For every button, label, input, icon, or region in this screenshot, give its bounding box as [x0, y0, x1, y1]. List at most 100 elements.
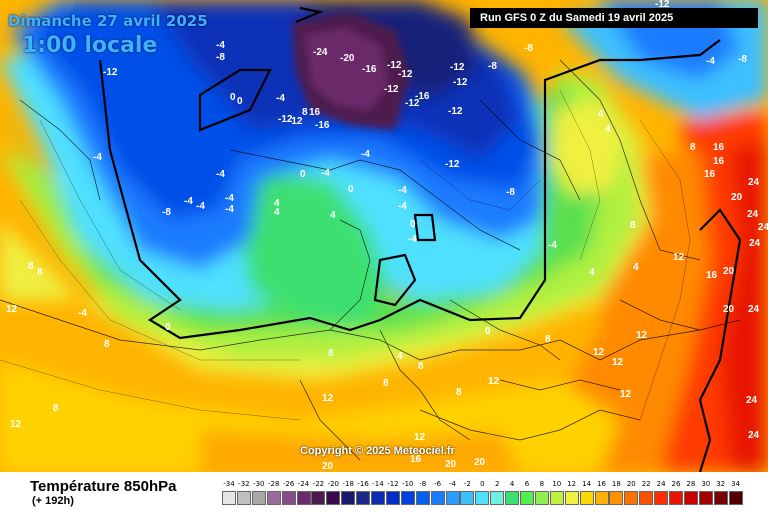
legend-swatch [296, 491, 311, 505]
legend-label: 2 [494, 480, 500, 488]
legend-swatch [490, 491, 505, 505]
map-value-label: -4 [706, 56, 715, 67]
legend-swatch [698, 491, 713, 505]
map-value-label: 12 [414, 432, 426, 443]
legend-swatch [609, 491, 624, 505]
map-value-label: 4 [397, 351, 403, 362]
map-value-label: -12 [387, 60, 402, 71]
legend-label: -28 [267, 480, 280, 488]
legend-swatch [713, 491, 728, 505]
legend-label: -16 [357, 480, 369, 488]
map-value-label: -4 [398, 185, 407, 196]
legend-swatch [624, 491, 639, 505]
map-value-label: 24 [748, 304, 760, 315]
map-value-label: -4 [408, 234, 417, 245]
legend-swatch [222, 491, 236, 505]
map-value-label: 16 [713, 156, 725, 167]
map-value-label: 20 [474, 457, 486, 468]
map-value-label: -12 [278, 114, 293, 125]
map-value-label: 8 [456, 387, 462, 398]
map-value-label: 12 [10, 419, 22, 430]
map-value-label: -4 [276, 93, 285, 104]
legend-label: -32 [238, 480, 250, 488]
map-value-label: 20 [723, 266, 735, 277]
legend-swatch [460, 491, 475, 505]
map-value-label: 12 [488, 376, 500, 387]
map-value-label: 0 [300, 169, 306, 180]
map-value-label: -4 [216, 169, 225, 180]
legend-swatch [549, 491, 564, 505]
legend-swatch [520, 491, 534, 505]
legend-swatch [430, 491, 445, 505]
map-value-label: 4 [274, 198, 280, 209]
coastlines [0, 59, 741, 461]
map-value-label: -16 [362, 64, 377, 75]
legend-swatch [654, 491, 669, 505]
map-value-label: -12 [453, 77, 468, 88]
legend-swatch [683, 491, 698, 505]
map-value-label: 20 [723, 304, 735, 315]
legend-swatch [564, 491, 579, 505]
legend-swatch [266, 491, 281, 505]
legend-swatch [400, 491, 415, 505]
map-value-label: -4 [225, 193, 234, 204]
legend-swatch [505, 491, 520, 505]
map-value-label: 8 [37, 267, 43, 278]
map-value-label: 8 [545, 334, 551, 345]
map-value-label: -4 [361, 149, 370, 160]
legend-label: 10 [552, 480, 562, 488]
legend-label: 22 [641, 480, 651, 488]
legend-label: 34 [731, 480, 741, 488]
legend-swatch [445, 491, 460, 505]
legend-swatch [475, 491, 490, 505]
legend-swatch [728, 491, 743, 505]
map-value-label: -8 [216, 52, 225, 63]
map-value-label: 12 [593, 347, 605, 358]
map-value-label: 8 [630, 220, 636, 231]
map-value-label: 8 [53, 403, 59, 414]
map-value-label: 8 [302, 107, 308, 118]
legend-swatch [594, 491, 609, 505]
legend-label: -22 [312, 480, 325, 488]
map-value-label: 8 [28, 261, 34, 272]
map-value-label: 8 [690, 142, 696, 153]
map-value-label: -4 [321, 168, 330, 179]
color-legend: -34 -32 -30 -28 -26 -24 -22 -20 -18 -16 -14 -12 -10-… [222, 480, 744, 510]
map-value-label: 0 [230, 92, 236, 103]
legend-label: 0 [480, 480, 485, 488]
legend-label: 24 [656, 480, 666, 488]
map-value-label: 8 [418, 361, 424, 372]
map-value-label: 24 [747, 209, 759, 220]
map-value-label: 0 [410, 219, 416, 230]
map-value-label: -12 [655, 0, 670, 10]
legend-swatch [341, 491, 356, 505]
legend-label: 32 [716, 480, 726, 488]
map-value-label: -16 [415, 91, 430, 102]
legend-label: -2 [463, 480, 471, 488]
legend-label: 14 [582, 480, 592, 488]
legend-swatch [326, 491, 341, 505]
legend-swatch [281, 491, 296, 505]
map-value-label: -20 [340, 53, 355, 64]
map-value-label: -8 [162, 207, 171, 218]
map-value-label: -12 [103, 67, 118, 78]
isolines [0, 89, 691, 421]
map-value-label: 24 [748, 177, 760, 188]
legend-label: 26 [671, 480, 681, 488]
legend-swatch [236, 491, 251, 505]
legend-label: 6 [524, 480, 530, 488]
map-value-label: 0 [485, 326, 491, 337]
map-value-label: -4 [78, 308, 87, 319]
map-value-label: 4 [605, 124, 611, 135]
legend-label: 16 [597, 480, 606, 488]
map-value-label: 12 [322, 393, 334, 404]
map-value-label: -12 [405, 98, 420, 109]
legend-swatch [385, 491, 400, 505]
legend-label: -12 [387, 480, 399, 488]
legend-label: -18 [342, 480, 354, 488]
map-value-label: 4 [274, 207, 280, 218]
map-value-label: 4 [330, 210, 336, 221]
legend-swatch [534, 491, 549, 505]
legend-label: 4 [509, 480, 515, 488]
map-value-label: 24 [758, 222, 768, 233]
